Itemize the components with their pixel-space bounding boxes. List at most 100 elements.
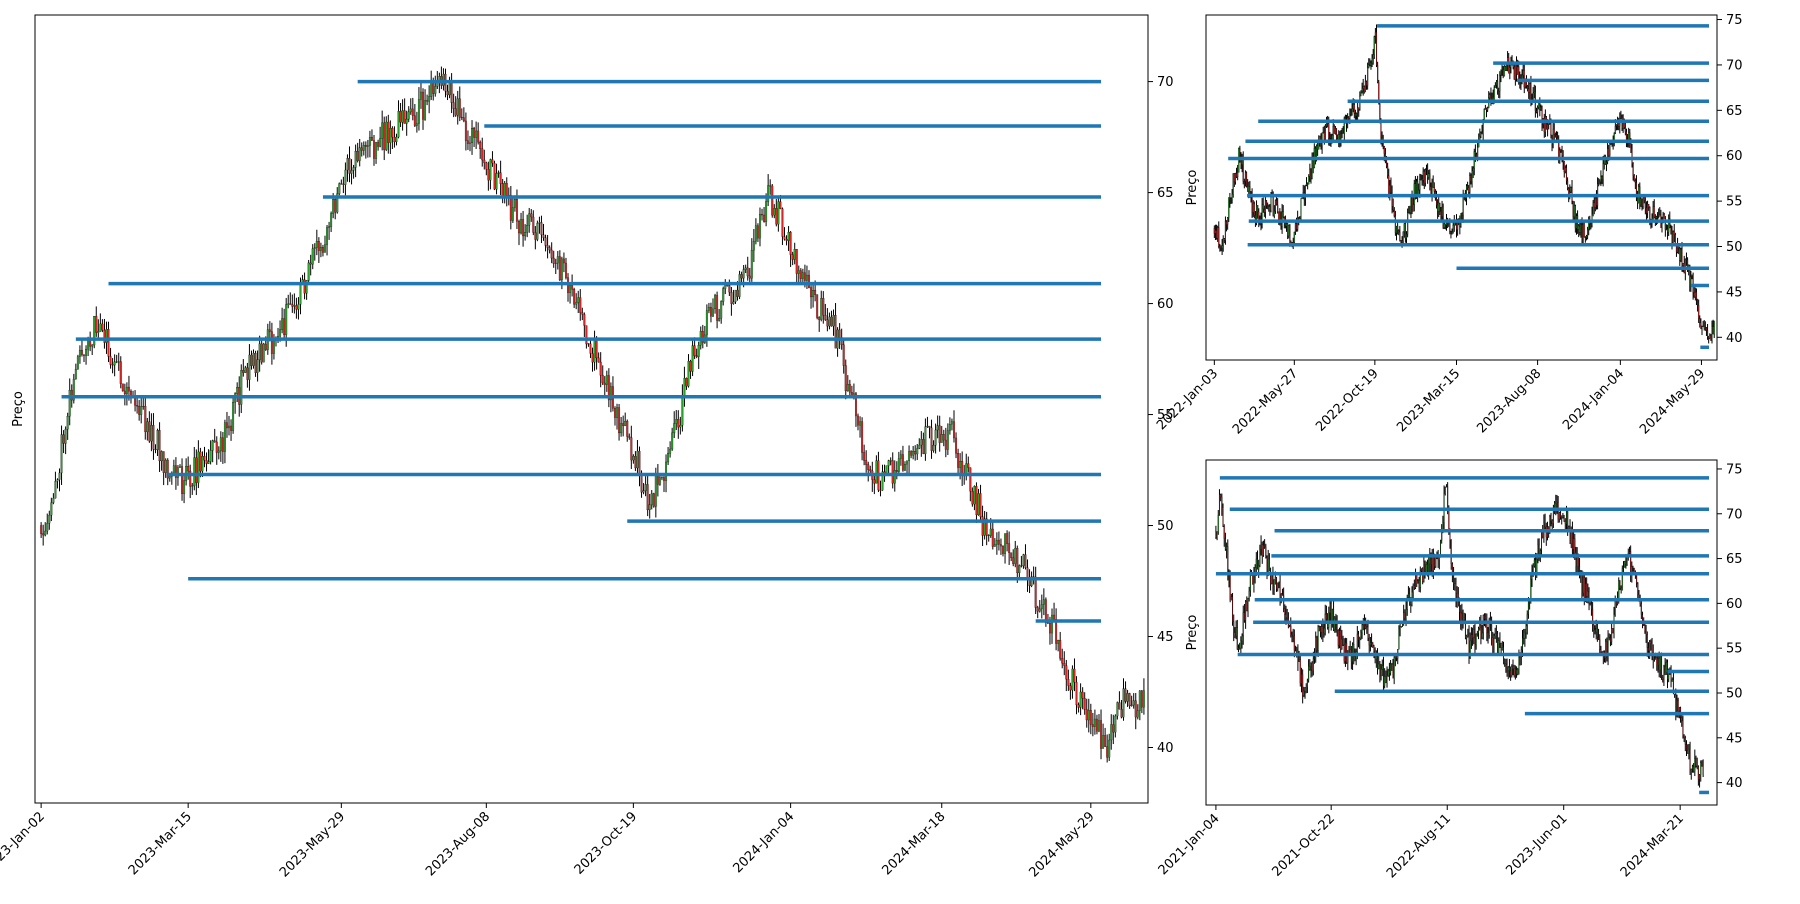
candle-body bbox=[1286, 223, 1288, 227]
candle-body bbox=[534, 232, 537, 240]
candle-body bbox=[111, 364, 114, 366]
candle-body bbox=[1281, 211, 1283, 227]
candle-body bbox=[1704, 326, 1706, 329]
candle-body bbox=[1294, 223, 1296, 233]
candle-body bbox=[291, 304, 294, 307]
x-tick-label: 2022-Jan-03 bbox=[1154, 366, 1221, 433]
candle-body bbox=[477, 130, 480, 143]
candle-body bbox=[969, 467, 972, 492]
candle-body bbox=[434, 86, 437, 94]
candle-body bbox=[450, 81, 453, 103]
candle-body bbox=[1586, 583, 1588, 597]
candle-body bbox=[1118, 702, 1121, 710]
candle-body bbox=[1440, 539, 1441, 555]
candle-body bbox=[1592, 608, 1594, 626]
candle-body bbox=[1410, 604, 1412, 606]
candle-body bbox=[658, 477, 661, 485]
candle-body bbox=[940, 434, 943, 443]
candle-body bbox=[1658, 658, 1660, 670]
candle-body bbox=[1022, 554, 1025, 567]
candle-body bbox=[979, 493, 982, 517]
candle-body bbox=[1593, 202, 1595, 208]
candle-body bbox=[142, 406, 145, 407]
candle-body bbox=[1605, 162, 1607, 165]
candle-body bbox=[926, 425, 929, 427]
candle-body bbox=[473, 128, 476, 138]
candle-body bbox=[1367, 626, 1369, 639]
x-tick-label: 2024-Jan-04 bbox=[1560, 366, 1627, 433]
candle-body bbox=[1664, 218, 1666, 230]
candle-body bbox=[1337, 630, 1339, 646]
candle-body bbox=[1322, 131, 1324, 134]
candle-body bbox=[1055, 619, 1058, 644]
candle-body bbox=[891, 460, 894, 484]
candle-body bbox=[1583, 577, 1585, 599]
candle-body bbox=[1447, 486, 1449, 509]
candle-body bbox=[1321, 132, 1323, 147]
candle-body bbox=[1572, 200, 1574, 217]
candle-body bbox=[701, 331, 704, 343]
candle-body bbox=[1377, 656, 1378, 670]
candle-body bbox=[317, 241, 320, 251]
y-tick-label: 60 bbox=[1157, 297, 1174, 312]
candle-body bbox=[424, 100, 427, 120]
candle-body bbox=[1671, 679, 1673, 682]
candle-body bbox=[981, 516, 984, 536]
candle-body bbox=[1040, 604, 1043, 610]
candle-body bbox=[1034, 576, 1037, 608]
candle-body bbox=[716, 295, 719, 321]
candle-body bbox=[1350, 652, 1352, 662]
candle-body bbox=[648, 504, 651, 511]
candle-body bbox=[209, 450, 212, 462]
candle-body bbox=[1227, 546, 1229, 581]
candle-body bbox=[838, 329, 841, 338]
candle-body bbox=[1653, 206, 1655, 218]
candle-body bbox=[1312, 658, 1314, 671]
candle-body bbox=[540, 222, 543, 235]
candle-body bbox=[1351, 108, 1353, 114]
candle-body bbox=[152, 425, 155, 450]
candle-body bbox=[1697, 298, 1699, 306]
candle-body bbox=[211, 440, 214, 451]
candle-body bbox=[1695, 758, 1697, 767]
candle-body bbox=[1349, 113, 1351, 120]
candle-body bbox=[1379, 663, 1381, 676]
candle-body bbox=[420, 91, 422, 100]
candle-body bbox=[1353, 644, 1355, 657]
candle-body bbox=[183, 480, 186, 494]
candle-body bbox=[873, 479, 876, 484]
candle-body bbox=[1659, 656, 1661, 670]
candle-body bbox=[1503, 66, 1505, 77]
candle-body bbox=[1599, 181, 1601, 184]
candle-body bbox=[934, 429, 937, 446]
candle-body bbox=[340, 183, 343, 185]
candle-body bbox=[1226, 546, 1228, 550]
candle-body bbox=[1371, 642, 1373, 644]
candle-body bbox=[336, 193, 339, 213]
candle-body bbox=[1682, 263, 1684, 266]
candle-body bbox=[85, 349, 88, 356]
candle-body bbox=[403, 110, 406, 124]
candle-body bbox=[1373, 36, 1375, 55]
candle-body bbox=[881, 471, 884, 491]
candle-body bbox=[1565, 510, 1567, 524]
candle-body bbox=[601, 375, 604, 384]
candle-body bbox=[1287, 223, 1289, 237]
candle-body bbox=[1328, 612, 1330, 628]
candle-body bbox=[1300, 674, 1302, 684]
candle-body bbox=[1478, 627, 1480, 634]
candle-body bbox=[1694, 758, 1696, 772]
x-tick-label: 2022-Oct-19 bbox=[1313, 366, 1381, 434]
candle-body bbox=[1673, 231, 1675, 235]
candle-body bbox=[417, 99, 420, 124]
candle-body bbox=[328, 226, 331, 228]
candle-body bbox=[1470, 634, 1472, 642]
candle-body bbox=[673, 423, 676, 434]
candle-body bbox=[1411, 196, 1413, 212]
candle-body bbox=[1443, 223, 1445, 228]
candle-body bbox=[1468, 634, 1470, 658]
candle-body bbox=[656, 475, 659, 485]
candle-body bbox=[587, 343, 590, 345]
candle-body bbox=[1399, 231, 1401, 241]
